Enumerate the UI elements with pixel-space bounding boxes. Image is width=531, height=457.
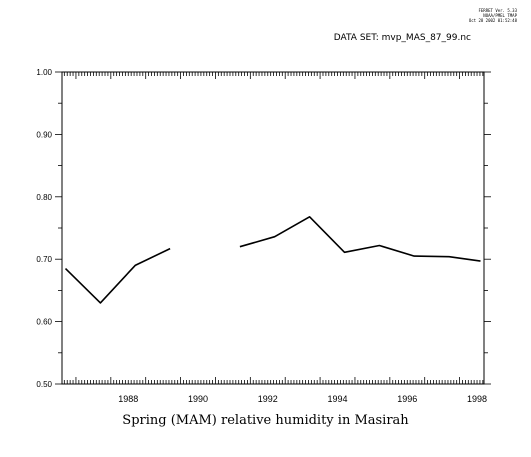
y-tick-label: 0.70	[36, 255, 52, 264]
x-tick-label: 1996	[397, 394, 417, 404]
y-tick-label: 0.90	[36, 130, 52, 139]
y-tick-label: 0.60	[36, 318, 52, 327]
humidity-series-line	[239, 216, 481, 262]
dataset-label: DATA SET: mvp_MAS_87_99.nc	[333, 33, 471, 43]
x-tick-label: 1994	[328, 394, 348, 404]
program-label: FERRET Ver. 5.33	[478, 8, 517, 13]
org-label: NOAA/PMEL TMAP	[483, 13, 517, 18]
x-tick-label: 1998	[467, 394, 487, 404]
x-tick-label: 1988	[118, 394, 138, 404]
humidity-series-line	[64, 247, 171, 304]
y-tick-label: 1.00	[36, 68, 52, 77]
y-tick-label: 0.80	[36, 193, 52, 202]
plot-frame	[61, 71, 485, 385]
x-tick-label: 1992	[258, 394, 278, 404]
x-tick-label: 1990	[188, 394, 208, 404]
y-tick-label: 0.50	[36, 380, 52, 389]
chart-title: Spring (MAM) relative humidity in Masira…	[122, 413, 409, 428]
timestamp-label: Oct 28 2002 01:52:48	[468, 18, 517, 23]
